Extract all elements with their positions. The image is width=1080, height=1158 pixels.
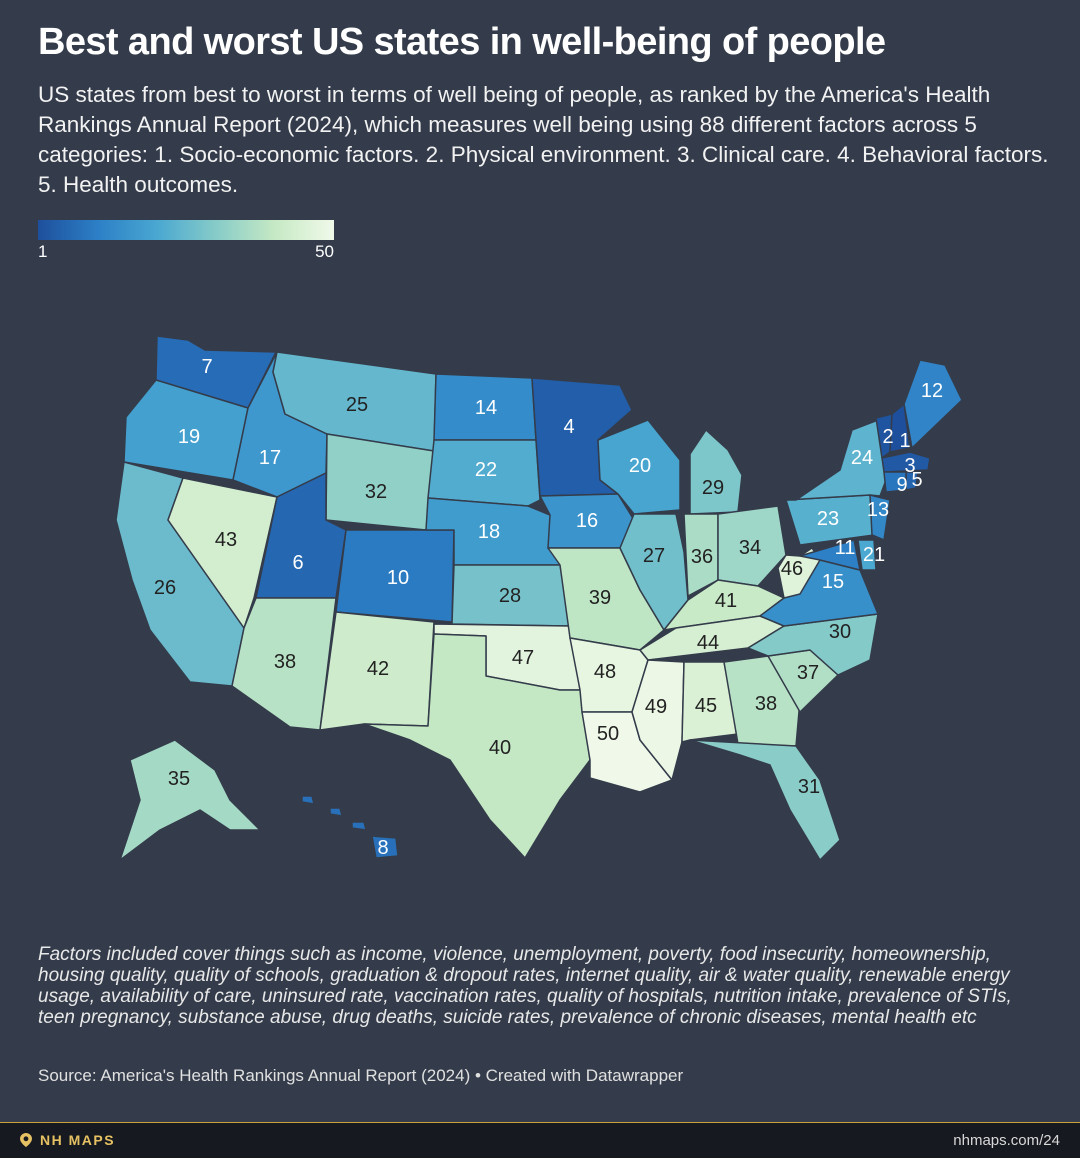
state-tx <box>363 633 591 859</box>
states-layer <box>115 335 963 861</box>
labels-layer: 7192643172532638104214221828474041639485… <box>154 356 943 859</box>
us-choropleth-map: 7192643172532638104214221828474041639485… <box>115 335 963 861</box>
state-me <box>903 359 963 449</box>
rank-label-fl: 31 <box>798 776 820 798</box>
state-hi <box>301 795 399 859</box>
state-mi <box>689 429 743 515</box>
state-oh <box>717 505 787 587</box>
rank-label-ny: 24 <box>851 447 873 469</box>
legend-gradient-bar <box>38 220 334 240</box>
rank-label-sd: 22 <box>475 459 497 481</box>
rank-label-mn: 4 <box>563 416 574 438</box>
footnote: Factors included cover things such as in… <box>38 944 1012 1028</box>
rank-label-ri: 5 <box>911 469 922 491</box>
footer-bar: NH MAPS nhmaps.com/24 <box>0 1122 1080 1158</box>
rank-label-va: 15 <box>822 571 844 593</box>
legend-max-label: 50 <box>315 242 334 261</box>
legend-min-label: 1 <box>38 242 48 261</box>
color-legend: 1 50 <box>38 220 334 266</box>
rank-label-oh: 34 <box>739 537 761 559</box>
state-nv <box>167 477 278 629</box>
state-wi <box>597 419 681 515</box>
rank-label-mt: 25 <box>346 394 368 416</box>
state-ma <box>881 451 931 473</box>
rank-label-tx: 40 <box>489 737 511 759</box>
rank-label-ia: 16 <box>576 510 598 532</box>
rank-label-ky: 41 <box>715 590 737 612</box>
state-al <box>681 661 739 743</box>
rank-label-tn: 44 <box>697 632 719 654</box>
brand-name: NH MAPS <box>40 1132 116 1148</box>
rank-label-il: 27 <box>643 545 665 567</box>
rank-label-nc: 30 <box>829 621 851 643</box>
rank-label-wv: 46 <box>781 558 803 580</box>
state-sd <box>427 439 541 507</box>
state-nh <box>889 403 911 453</box>
rank-label-ks: 28 <box>499 585 521 607</box>
rank-label-ca: 26 <box>154 577 176 599</box>
state-ct <box>883 471 907 493</box>
rank-label-mi: 29 <box>702 477 724 499</box>
rank-label-nj: 13 <box>867 499 889 521</box>
rank-label-wy: 32 <box>365 481 387 503</box>
rank-label-ms: 49 <box>645 696 667 718</box>
rank-label-ut: 6 <box>292 552 303 574</box>
rank-label-id: 17 <box>259 447 281 469</box>
rank-label-nd: 14 <box>475 397 497 419</box>
state-or <box>123 379 249 481</box>
state-md <box>799 539 861 571</box>
rank-label-ma: 3 <box>904 455 915 477</box>
state-fl <box>689 739 841 861</box>
rank-label-ar: 48 <box>594 661 616 683</box>
map-pin-icon <box>20 1133 32 1147</box>
rank-label-nh: 1 <box>899 430 910 452</box>
rank-label-or: 19 <box>178 426 200 448</box>
rank-label-al: 45 <box>695 695 717 717</box>
rank-label-la: 50 <box>597 723 619 745</box>
rank-label-nv: 43 <box>215 529 237 551</box>
chart-title: Best and worst US states in well-being o… <box>38 21 886 63</box>
rank-label-nm: 42 <box>367 658 389 680</box>
rank-label-co: 10 <box>387 567 409 589</box>
source-line: Source: America's Health Rankings Annual… <box>38 1066 684 1085</box>
rank-label-sc: 37 <box>797 662 819 684</box>
rank-label-wi: 20 <box>629 455 651 477</box>
rank-label-de: 21 <box>863 544 885 566</box>
rank-label-wa: 7 <box>201 356 212 378</box>
rank-label-in: 36 <box>691 546 713 568</box>
rank-label-ne: 18 <box>478 521 500 543</box>
rank-label-az: 38 <box>274 651 296 673</box>
brand: NH MAPS <box>20 1132 115 1148</box>
rank-label-pa: 23 <box>817 508 839 530</box>
rank-label-md: 11 <box>835 537 856 559</box>
chart-subtitle: US states from best to worst in terms of… <box>38 82 1049 197</box>
rank-label-mo: 39 <box>589 587 611 609</box>
rank-label-vt: 2 <box>882 426 893 448</box>
rank-label-hi: 8 <box>377 837 388 859</box>
rank-label-ct: 9 <box>896 474 907 496</box>
brand-url[interactable]: nhmaps.com/24 <box>953 1132 1060 1149</box>
rank-label-me: 12 <box>921 380 943 402</box>
state-de <box>857 539 877 571</box>
rank-label-ga: 38 <box>755 693 777 715</box>
rank-label-ok: 47 <box>512 647 534 669</box>
state-nj <box>869 494 891 541</box>
rank-label-ak: 35 <box>168 768 190 790</box>
state-az <box>231 597 337 731</box>
state-ak <box>119 739 261 861</box>
